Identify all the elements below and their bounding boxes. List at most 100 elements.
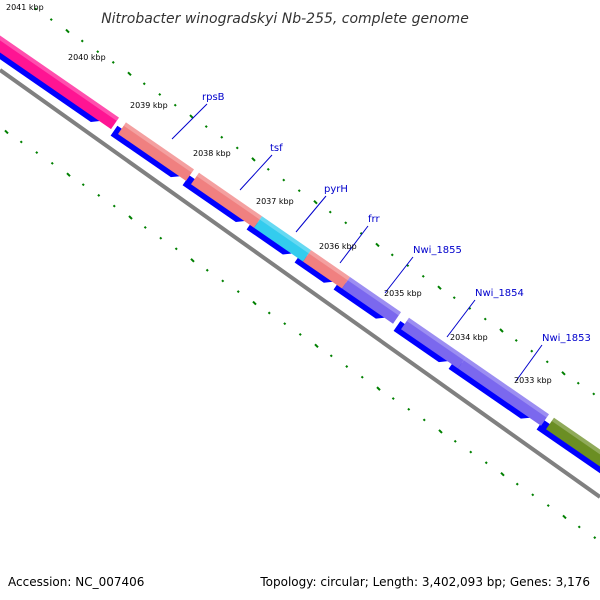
tick-mark bbox=[49, 18, 53, 22]
tick-mark bbox=[128, 215, 133, 220]
tick-mark bbox=[376, 386, 381, 391]
tick-mark bbox=[34, 7, 38, 11]
tick-mark bbox=[298, 332, 302, 336]
tick-mark bbox=[266, 167, 270, 171]
tick-mark bbox=[313, 199, 318, 205]
tick-mark bbox=[499, 328, 504, 333]
tick-mark bbox=[500, 471, 505, 477]
accession-text: Accession: NC_007406 bbox=[8, 575, 144, 589]
gene-segment bbox=[458, 357, 549, 426]
tick-mark bbox=[236, 290, 240, 294]
tick-label: 2036 kbp bbox=[319, 242, 357, 251]
tick-mark bbox=[531, 493, 535, 497]
tick-label: 2035 kbp bbox=[384, 289, 422, 298]
tick-mark bbox=[158, 93, 162, 96]
tick-mark bbox=[592, 392, 596, 396]
tick-mark bbox=[515, 482, 519, 486]
tick-label: 2040 kbp bbox=[68, 53, 106, 62]
tick-mark bbox=[111, 60, 115, 64]
tick-mark bbox=[283, 322, 287, 326]
tick-mark bbox=[391, 397, 395, 401]
label-connector bbox=[384, 256, 414, 294]
label-connector bbox=[446, 299, 476, 338]
gene-label: tsf bbox=[270, 143, 283, 154]
gene-segment bbox=[342, 276, 401, 324]
tick-mark bbox=[142, 82, 146, 86]
tick-label: 2034 kbp bbox=[450, 333, 488, 342]
tick-mark bbox=[375, 242, 380, 248]
gene-label: Nwi_1854 bbox=[475, 288, 524, 299]
tick-mark bbox=[4, 129, 9, 135]
tick-mark bbox=[205, 268, 209, 272]
gene-segment bbox=[191, 172, 262, 228]
genome-backbone bbox=[0, 68, 600, 499]
tick-mark bbox=[546, 504, 550, 507]
tick-mark bbox=[189, 114, 194, 119]
tick-mark bbox=[297, 189, 301, 193]
tick-mark bbox=[484, 461, 488, 465]
tick-mark bbox=[267, 311, 271, 315]
tick-mark bbox=[483, 317, 487, 321]
tick-mark bbox=[35, 151, 39, 155]
tick-mark bbox=[438, 429, 443, 434]
tick-mark bbox=[345, 365, 349, 368]
inner-tick-marks bbox=[4, 129, 597, 540]
tick-mark bbox=[360, 375, 364, 379]
tick-mark bbox=[174, 247, 178, 251]
tick-mark bbox=[576, 381, 580, 385]
tick-mark bbox=[159, 236, 163, 240]
tick-mark bbox=[204, 125, 208, 129]
gene-label: pyrH bbox=[324, 184, 348, 195]
tick-mark bbox=[437, 285, 442, 290]
tick-mark bbox=[251, 157, 256, 162]
tick-mark bbox=[282, 178, 286, 182]
tick-mark bbox=[545, 360, 549, 364]
tick-mark bbox=[190, 258, 195, 263]
tick-label: 2039 kbp bbox=[130, 101, 168, 110]
tick-mark bbox=[421, 274, 425, 278]
tick-mark bbox=[561, 371, 566, 376]
tick-mark bbox=[329, 354, 333, 358]
gene-segment bbox=[254, 216, 311, 262]
tick-mark bbox=[97, 193, 101, 197]
tick-mark bbox=[390, 253, 394, 257]
tick-mark bbox=[221, 279, 225, 283]
tick-label: 2038 kbp bbox=[193, 149, 231, 158]
label-connector bbox=[239, 154, 273, 191]
tick-mark bbox=[127, 71, 132, 77]
tick-mark bbox=[80, 39, 84, 43]
tick-mark bbox=[562, 514, 567, 520]
tick-label: 2033 kbp bbox=[514, 376, 552, 385]
outer-tick-marks bbox=[34, 7, 596, 396]
tick-mark bbox=[220, 135, 224, 139]
tick-mark bbox=[112, 204, 116, 208]
tick-mark bbox=[314, 343, 319, 349]
tick-label: 2037 kbp bbox=[256, 197, 294, 206]
label-connector bbox=[339, 225, 369, 264]
summary-text: Topology: circular; Length: 3,402,093 bp… bbox=[259, 575, 590, 589]
feature-segment bbox=[546, 417, 600, 478]
gene-label: rpsB bbox=[202, 92, 225, 103]
tick-mark bbox=[577, 525, 581, 529]
tick-labels: 2041 kbp 2040 kbp 2039 kbp 2038 kbp 2037 kbp… bbox=[6, 3, 552, 385]
gene-segment bbox=[303, 250, 350, 289]
tick-mark bbox=[19, 140, 23, 144]
feature-ring bbox=[0, 24, 600, 478]
map-title: Nitrobacter winogradskyi Nb-255, complet… bbox=[101, 11, 469, 27]
tick-mark bbox=[422, 418, 426, 422]
tick-mark bbox=[50, 161, 54, 165]
tick-mark bbox=[252, 300, 257, 306]
tick-mark bbox=[453, 439, 457, 443]
tick-mark bbox=[173, 103, 177, 107]
tick-mark bbox=[530, 349, 534, 353]
tick-mark bbox=[452, 296, 456, 300]
tick-label: 2041 kbp bbox=[6, 3, 44, 12]
tick-mark bbox=[407, 407, 411, 411]
gene-labels: rpsB tsf pyrH frr Nwi_1855 Nwi_1854 Nwi_1853 bbox=[202, 92, 591, 344]
gene-segment bbox=[401, 317, 466, 369]
label-connector bbox=[171, 103, 208, 140]
tick-mark bbox=[469, 450, 473, 454]
tick-mark bbox=[514, 338, 518, 342]
tick-mark bbox=[344, 221, 348, 225]
